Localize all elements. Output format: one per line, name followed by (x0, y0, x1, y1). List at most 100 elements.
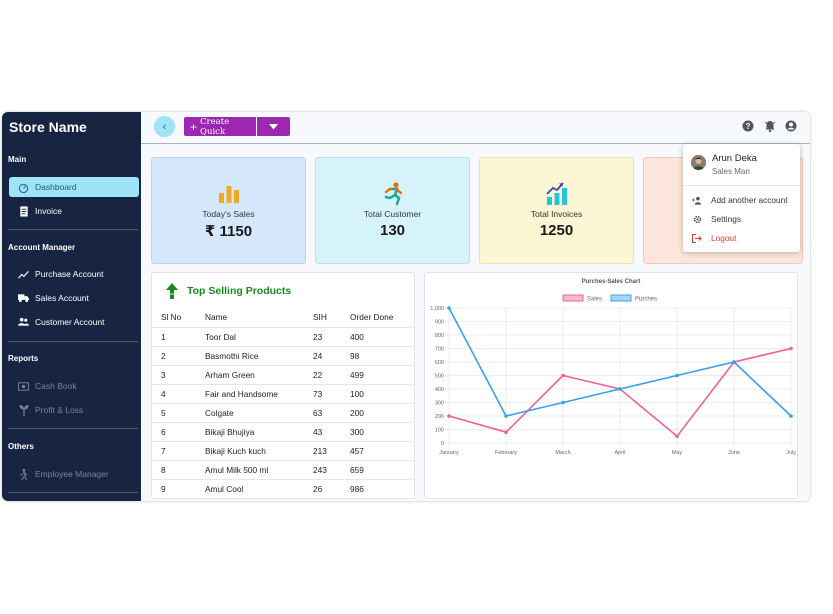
data-point (561, 400, 565, 405)
y-tick-label: 300 (435, 401, 444, 407)
speedometer-icon (18, 182, 29, 193)
menu-item-label: Add another account (711, 195, 788, 205)
table-cell: 213 (304, 441, 341, 461)
card-total-invoices: Total Invoices 1250 (479, 157, 634, 264)
table-cell: Colgate (196, 403, 304, 423)
table-cell: 659 (341, 460, 415, 480)
card-total-customer: Total Customer 130 (315, 157, 470, 264)
table-cell: 22 (304, 365, 341, 385)
section-others: Others (8, 442, 34, 451)
bar-chart-icon (218, 186, 239, 203)
y-tick-label: 500 (435, 374, 444, 380)
sidebar-item-profit-loss[interactable]: Profit & Loss (9, 400, 139, 420)
card-label: Total Invoices (530, 209, 583, 219)
sidebar-item-label: Employee Manager (35, 469, 109, 479)
sidebar-item-cash-book[interactable]: Cash Book (9, 376, 139, 396)
create-quick-button[interactable]: + Create Quick (184, 116, 256, 137)
table-cell: 73 (304, 384, 341, 404)
running-person-icon (384, 182, 402, 206)
data-point (675, 434, 679, 439)
legend-label: Sales (587, 297, 602, 303)
menu-item-settings[interactable]: Settings (692, 212, 741, 226)
svg-text:?: ? (746, 122, 751, 131)
y-tick-label: 100 (435, 428, 444, 434)
table-row: 1 Toor Dal 23 400 (152, 327, 415, 347)
divider (683, 185, 800, 186)
table-cell: Bikaji Bhujiya (196, 422, 304, 442)
table-cell: 1 (152, 327, 196, 347)
divider (8, 229, 138, 230)
table-row: 7 Bikaji Kuch kuch 213 457 (152, 441, 415, 461)
sidebar-item-purchase-account[interactable]: Purchase Account (9, 264, 139, 284)
legend-label: Purches (635, 297, 657, 303)
person-add-icon (692, 195, 702, 205)
divider (8, 492, 138, 493)
table-cell: 100 (341, 384, 415, 404)
data-point (504, 430, 508, 434)
sidebar-item-invoice[interactable]: Invoice (9, 201, 139, 221)
data-point (675, 373, 679, 378)
bell-icon[interactable] (764, 120, 776, 132)
y-tick-label: 700 (435, 347, 444, 353)
sidebar-item-dashboard[interactable]: Dashboard (9, 177, 139, 197)
avatar (691, 155, 706, 170)
table-cell: 43 (304, 422, 341, 442)
sidebar-item-label: Purchase Account (35, 269, 104, 279)
create-quick-label: Create Quick (200, 116, 230, 137)
column-header: Sl No (152, 307, 196, 328)
data-point (447, 306, 451, 310)
sidebar-item-sales-account[interactable]: Sales Account (9, 288, 139, 308)
card-value: 1250 (539, 222, 574, 239)
top-selling-panel: Top Selling Products Sl No Name SIH Orde… (151, 272, 415, 499)
table-cell: 400 (341, 327, 415, 347)
top-selling-title: Top Selling Products (187, 285, 292, 297)
column-header: SIH (304, 307, 341, 328)
card-todays-sales: Today's Sales ₹ 1150 (151, 157, 306, 264)
table-row: 6 Bikaji Bhujiya 43 300 (152, 422, 415, 442)
x-tick-label: June (728, 450, 740, 456)
sidebar: Store Name Main Dashboard Invoice Accoun… (2, 112, 141, 501)
y-tick-label: 0 (441, 441, 444, 447)
section-reports: Reports (8, 354, 39, 363)
help-icon[interactable]: ? (742, 120, 754, 132)
table-row: 3 Arham Green 22 499 (152, 365, 415, 385)
trending-icon (18, 269, 29, 280)
sidebar-item-label: Sales Account (35, 293, 89, 303)
table-cell: 5 (152, 403, 196, 423)
sidebar-item-employee-manager[interactable]: Employee Manager (9, 464, 139, 484)
sidebar-item-label: Cash Book (35, 381, 77, 391)
table-cell: 300 (341, 422, 415, 442)
sidebar-item-customer-account[interactable]: Customer Account (9, 312, 139, 332)
table-cell: 200 (341, 403, 415, 423)
plant-icon (18, 404, 29, 416)
data-point (561, 373, 565, 378)
menu-item-label: Logout (711, 233, 737, 243)
column-header: Order Done (341, 307, 415, 328)
collapse-sidebar-button[interactable]: ‹ (154, 116, 175, 137)
gear-icon (692, 214, 702, 224)
table-row: 2 Basmothi Rice 24 98 (152, 346, 415, 366)
card-value: 130 (379, 222, 406, 239)
trend-chart-icon (545, 182, 567, 205)
legend-swatch (562, 294, 584, 302)
menu-item-logout[interactable]: Logout (692, 231, 736, 245)
table-cell: 23 (304, 327, 341, 347)
data-point (447, 414, 451, 418)
divider (8, 428, 138, 429)
y-tick-label: 900 (435, 320, 444, 326)
table-cell: 2 (152, 346, 196, 366)
table-cell: 8 (152, 460, 196, 480)
create-quick-dropdown-button[interactable] (257, 117, 290, 136)
x-tick-label: April (614, 450, 625, 456)
table-row: 5 Colgate 63 200 (152, 403, 415, 423)
arrow-up-icon (166, 283, 178, 299)
caret-down-icon (269, 123, 278, 129)
menu-item-add-account[interactable]: Add another account (692, 193, 788, 207)
table-cell: 98 (341, 346, 415, 366)
y-tick-label: 600 (435, 360, 444, 366)
table-cell: 3 (152, 365, 196, 385)
account-circle-icon[interactable] (785, 120, 797, 132)
table-cell: 499 (341, 365, 415, 385)
table-cell: 7 (152, 441, 196, 461)
table-cell: 24 (304, 346, 341, 366)
